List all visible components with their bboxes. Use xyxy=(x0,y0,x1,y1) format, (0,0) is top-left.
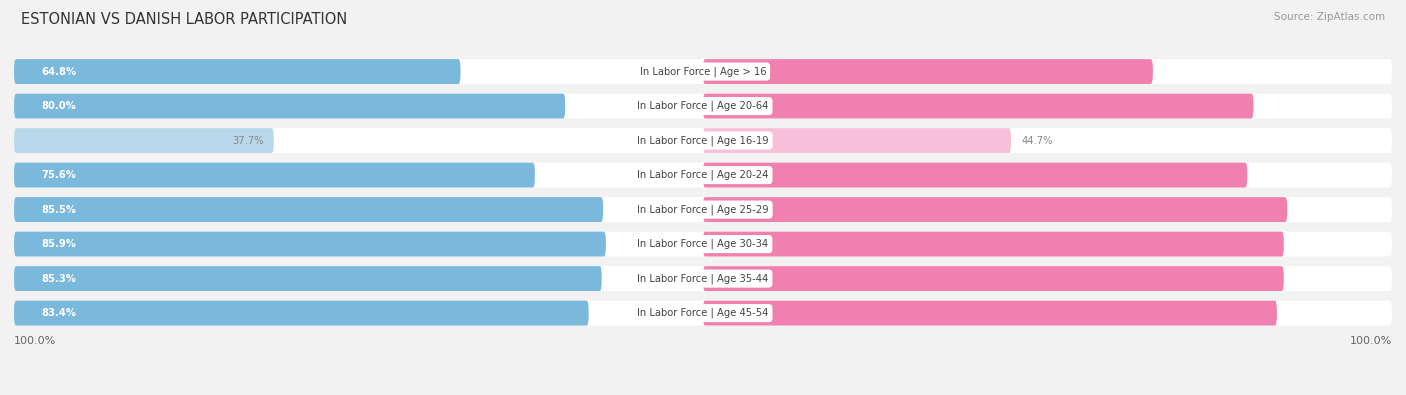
FancyBboxPatch shape xyxy=(14,94,1392,118)
FancyBboxPatch shape xyxy=(703,231,1284,256)
Text: 85.5%: 85.5% xyxy=(42,205,76,214)
FancyBboxPatch shape xyxy=(14,301,589,325)
Text: In Labor Force | Age 25-29: In Labor Force | Age 25-29 xyxy=(637,204,769,215)
FancyBboxPatch shape xyxy=(14,59,1392,84)
FancyBboxPatch shape xyxy=(703,59,1153,84)
Text: 65.3%: 65.3% xyxy=(1330,66,1364,77)
Text: 80.0%: 80.0% xyxy=(42,101,76,111)
FancyBboxPatch shape xyxy=(703,163,1247,188)
FancyBboxPatch shape xyxy=(14,163,534,188)
Text: 44.7%: 44.7% xyxy=(1021,135,1053,146)
Text: In Labor Force | Age 35-44: In Labor Force | Age 35-44 xyxy=(637,273,769,284)
Text: In Labor Force | Age 30-34: In Labor Force | Age 30-34 xyxy=(637,239,769,249)
FancyBboxPatch shape xyxy=(703,128,1011,153)
FancyBboxPatch shape xyxy=(14,128,274,153)
Text: 83.3%: 83.3% xyxy=(1330,308,1364,318)
FancyBboxPatch shape xyxy=(14,163,1392,188)
Text: 84.8%: 84.8% xyxy=(1329,205,1364,214)
FancyBboxPatch shape xyxy=(703,266,1284,291)
Text: In Labor Force | Age 20-24: In Labor Force | Age 20-24 xyxy=(637,170,769,181)
Text: 83.4%: 83.4% xyxy=(42,308,76,318)
FancyBboxPatch shape xyxy=(703,197,1288,222)
Text: 84.3%: 84.3% xyxy=(1330,274,1364,284)
Text: 37.7%: 37.7% xyxy=(232,135,263,146)
Text: 85.9%: 85.9% xyxy=(42,239,76,249)
FancyBboxPatch shape xyxy=(14,197,1392,222)
Text: In Labor Force | Age 16-19: In Labor Force | Age 16-19 xyxy=(637,135,769,146)
FancyBboxPatch shape xyxy=(14,231,1392,256)
Text: 85.3%: 85.3% xyxy=(42,274,76,284)
Text: 64.8%: 64.8% xyxy=(42,66,77,77)
Text: 84.3%: 84.3% xyxy=(1330,239,1364,249)
FancyBboxPatch shape xyxy=(14,128,1392,153)
Text: In Labor Force | Age > 16: In Labor Force | Age > 16 xyxy=(640,66,766,77)
FancyBboxPatch shape xyxy=(14,197,603,222)
FancyBboxPatch shape xyxy=(703,94,1254,118)
FancyBboxPatch shape xyxy=(703,301,1277,325)
FancyBboxPatch shape xyxy=(14,231,606,256)
FancyBboxPatch shape xyxy=(14,94,565,118)
FancyBboxPatch shape xyxy=(14,266,602,291)
Text: 79.9%: 79.9% xyxy=(1330,101,1364,111)
FancyBboxPatch shape xyxy=(14,59,461,84)
Text: 75.6%: 75.6% xyxy=(42,170,76,180)
FancyBboxPatch shape xyxy=(14,301,1392,325)
Text: ESTONIAN VS DANISH LABOR PARTICIPATION: ESTONIAN VS DANISH LABOR PARTICIPATION xyxy=(21,12,347,27)
Text: 79.0%: 79.0% xyxy=(1330,170,1364,180)
Text: In Labor Force | Age 45-54: In Labor Force | Age 45-54 xyxy=(637,308,769,318)
Text: 100.0%: 100.0% xyxy=(1350,337,1392,346)
FancyBboxPatch shape xyxy=(14,266,1392,291)
Text: In Labor Force | Age 20-64: In Labor Force | Age 20-64 xyxy=(637,101,769,111)
Text: Source: ZipAtlas.com: Source: ZipAtlas.com xyxy=(1274,12,1385,22)
Text: 100.0%: 100.0% xyxy=(14,337,56,346)
